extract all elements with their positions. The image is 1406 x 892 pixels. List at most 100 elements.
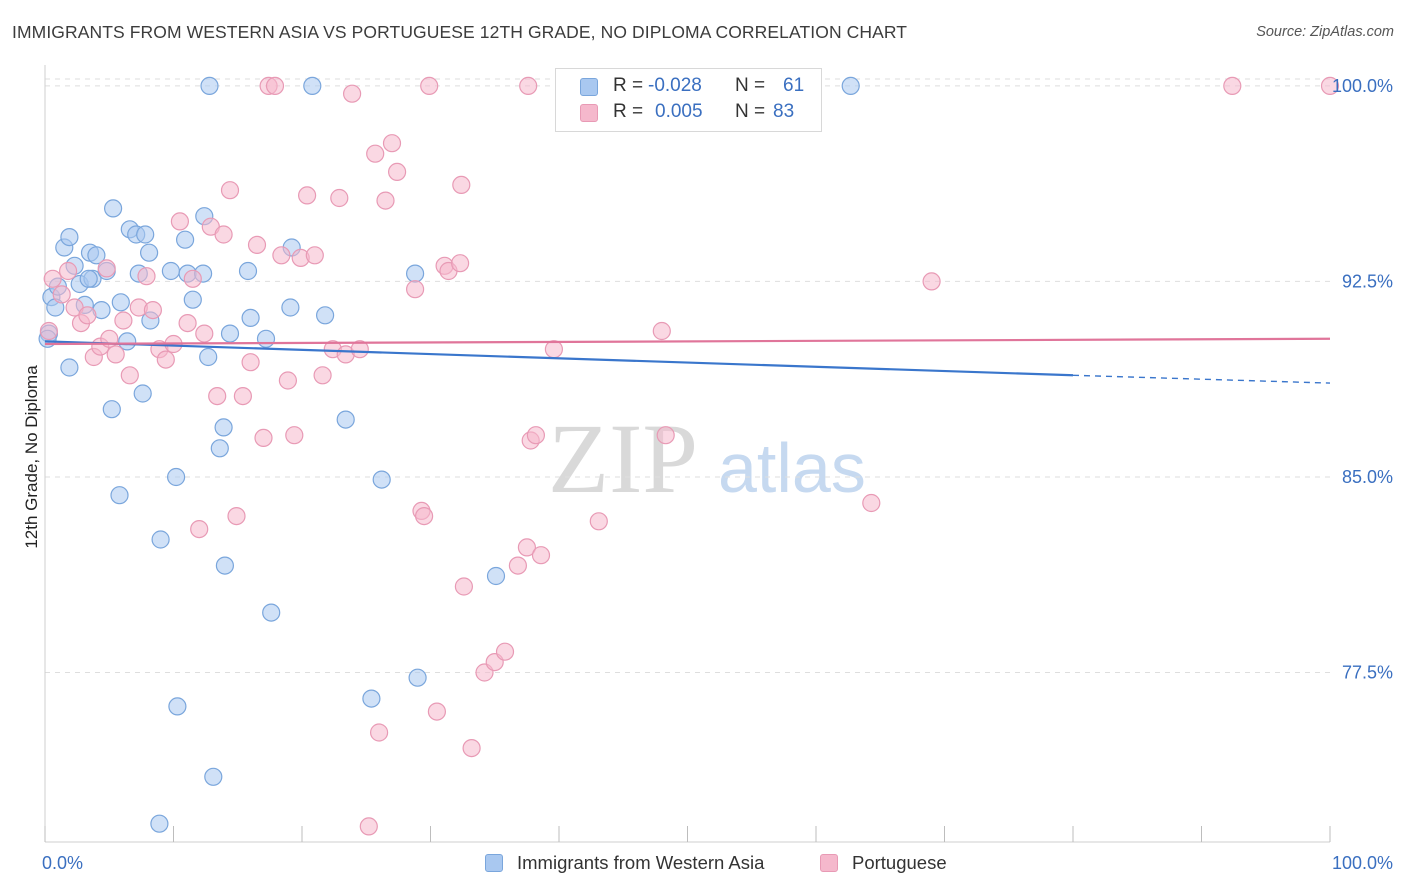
- point-western-asia: [316, 306, 335, 325]
- x-tick-label-min: 0.0%: [42, 853, 83, 873]
- point-western-asia: [303, 76, 322, 96]
- y-axis-label: 12th Grade, No Diploma: [22, 365, 41, 549]
- point-western-asia: [102, 400, 121, 419]
- point-western-asia: [183, 290, 202, 309]
- point-western-asia: [362, 689, 381, 708]
- stats-legend: R = -0.028 N = 61 R = 0.005 N = 83: [555, 68, 822, 132]
- r-label: R =: [613, 101, 644, 122]
- point-portuguese: [233, 387, 252, 406]
- point-portuguese: [170, 212, 189, 231]
- portuguese-swatch: [580, 104, 598, 122]
- point-portuguese: [214, 225, 233, 244]
- point-portuguese: [97, 259, 116, 278]
- point-western-asia: [150, 814, 169, 833]
- point-portuguese: [265, 76, 285, 96]
- point-portuguese: [106, 345, 125, 364]
- point-portuguese: [43, 269, 62, 288]
- point-portuguese: [58, 261, 78, 281]
- point-western-asia: [204, 767, 223, 786]
- point-western-asia: [136, 225, 155, 244]
- point-western-asia: [408, 668, 427, 687]
- point-portuguese: [1223, 76, 1242, 96]
- x-tick-label-max: 100.0%: [1332, 853, 1393, 873]
- point-portuguese: [388, 162, 407, 181]
- point-western-asia: [215, 556, 234, 575]
- point-portuguese: [382, 134, 402, 153]
- point-western-asia: [200, 76, 219, 96]
- legend-label-western-asia: Immigrants from Western Asia: [517, 852, 765, 873]
- source-credit: Source: ZipAtlas.com: [1256, 24, 1394, 40]
- point-portuguese: [526, 426, 546, 445]
- point-portuguese: [247, 235, 267, 254]
- point-portuguese: [227, 506, 246, 526]
- point-portuguese: [427, 702, 446, 721]
- point-portuguese: [376, 191, 395, 210]
- watermark-atlas: atlas: [718, 429, 866, 507]
- point-western-asia: [167, 467, 186, 487]
- point-western-asia: [210, 439, 229, 458]
- point-portuguese: [183, 269, 202, 288]
- point-western-asia: [118, 332, 137, 351]
- point-portuguese: [78, 306, 97, 325]
- n-value-western-asia: 61: [783, 75, 805, 96]
- point-portuguese: [1320, 76, 1340, 96]
- point-western-asia: [103, 199, 123, 218]
- point-western-asia: [372, 470, 391, 489]
- gridlines: [45, 78, 1330, 674]
- point-portuguese: [452, 175, 471, 194]
- trend-line-western-asia-extension: [1072, 374, 1331, 384]
- point-portuguese: [343, 84, 362, 103]
- point-western-asia: [486, 566, 506, 586]
- point-western-asia: [111, 293, 130, 312]
- point-western-asia: [168, 697, 187, 716]
- point-portuguese: [305, 246, 324, 265]
- point-portuguese: [370, 723, 389, 742]
- point-western-asia: [110, 486, 129, 505]
- n-label: N =: [735, 101, 766, 122]
- r-value-portuguese: 0.005: [655, 101, 703, 122]
- point-western-asia: [256, 329, 276, 348]
- point-portuguese: [589, 512, 608, 531]
- y-tick-label: 92.5%: [1342, 271, 1393, 291]
- y-tick-label: 85.0%: [1342, 467, 1393, 487]
- data-points: [38, 76, 1340, 836]
- point-portuguese: [462, 738, 481, 758]
- tick-labels: 77.5% 85.0% 92.5% 100.0% 0.0% 100.0%: [42, 76, 1393, 873]
- point-portuguese: [39, 321, 59, 341]
- watermark-zip: ZIP: [548, 403, 698, 514]
- point-western-asia: [176, 230, 195, 249]
- point-portuguese: [517, 538, 537, 557]
- point-western-asia: [79, 269, 98, 288]
- r-value-western-asia: -0.028: [648, 75, 702, 96]
- point-portuguese: [544, 340, 564, 359]
- point-portuguese: [330, 188, 349, 208]
- point-portuguese: [406, 280, 425, 299]
- point-western-asia: [133, 384, 152, 403]
- western-asia-legend-swatch: [485, 854, 503, 872]
- point-portuguese: [178, 314, 197, 333]
- point-portuguese: [285, 426, 304, 445]
- point-western-asia: [199, 347, 218, 367]
- n-value-portuguese: 83: [773, 101, 795, 122]
- point-western-asia: [336, 410, 355, 429]
- trend-line-portuguese: [44, 337, 1331, 346]
- point-western-asia: [87, 246, 106, 265]
- point-portuguese: [350, 340, 369, 359]
- point-portuguese: [241, 353, 260, 372]
- y-tick-label: 100.0%: [1332, 76, 1393, 96]
- point-portuguese: [254, 428, 273, 447]
- point-portuguese: [531, 546, 551, 565]
- y-tick-label: 77.5%: [1342, 663, 1393, 683]
- point-portuguese: [143, 301, 162, 320]
- point-portuguese: [495, 642, 515, 661]
- chart-title: IMMIGRANTS FROM WESTERN ASIA VS PORTUGUE…: [12, 22, 908, 42]
- point-portuguese: [862, 493, 881, 513]
- point-western-asia: [214, 418, 233, 437]
- point-portuguese: [451, 254, 470, 273]
- point-portuguese: [298, 186, 317, 205]
- point-portuguese: [922, 272, 941, 291]
- point-portuguese: [137, 267, 156, 286]
- point-portuguese: [114, 311, 133, 330]
- point-western-asia: [60, 228, 79, 247]
